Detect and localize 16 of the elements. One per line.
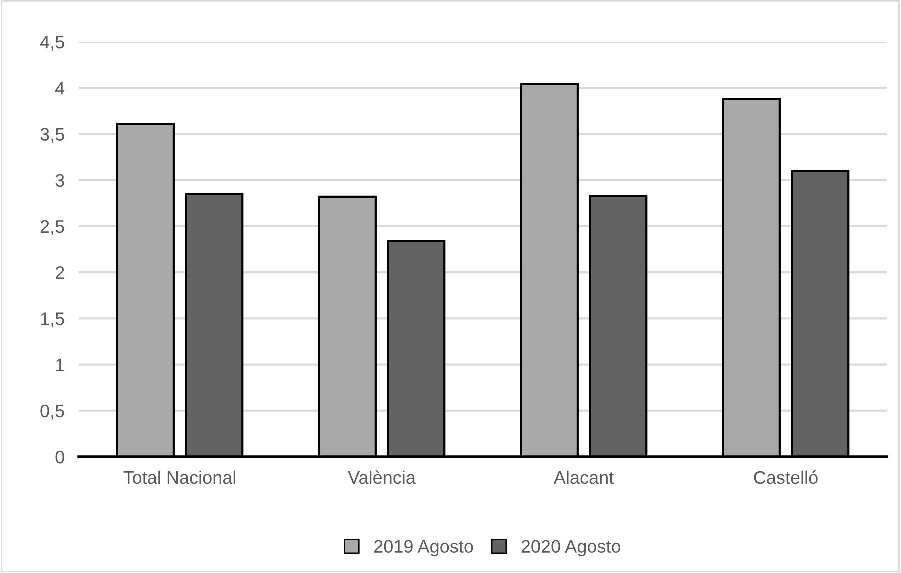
y-tick-label: 4 <box>55 82 65 95</box>
y-tick-label: 2,5 <box>40 220 64 236</box>
y-tick-label: 0 <box>56 450 64 464</box>
x-tick-label: Castelló <box>754 470 818 484</box>
y-tick-label: 0,5 <box>40 404 64 420</box>
x-tick-label: Alacant <box>554 470 614 484</box>
y-tick-label: 1,5 <box>41 312 64 328</box>
y-tick-label: 3,5 <box>40 128 64 144</box>
x-tick-label: Total Nacional <box>124 470 236 484</box>
y-tick-label: 2 <box>56 266 64 280</box>
y-tick-label: 3 <box>56 174 64 188</box>
legend-label: 2019 Agosto <box>374 540 474 557</box>
legend-label: 2020 Agosto <box>522 540 621 557</box>
y-tick-label: 1 <box>56 358 64 372</box>
y-tick-label: 4,5 <box>40 36 64 51</box>
x-tick-label: València <box>348 470 416 484</box>
